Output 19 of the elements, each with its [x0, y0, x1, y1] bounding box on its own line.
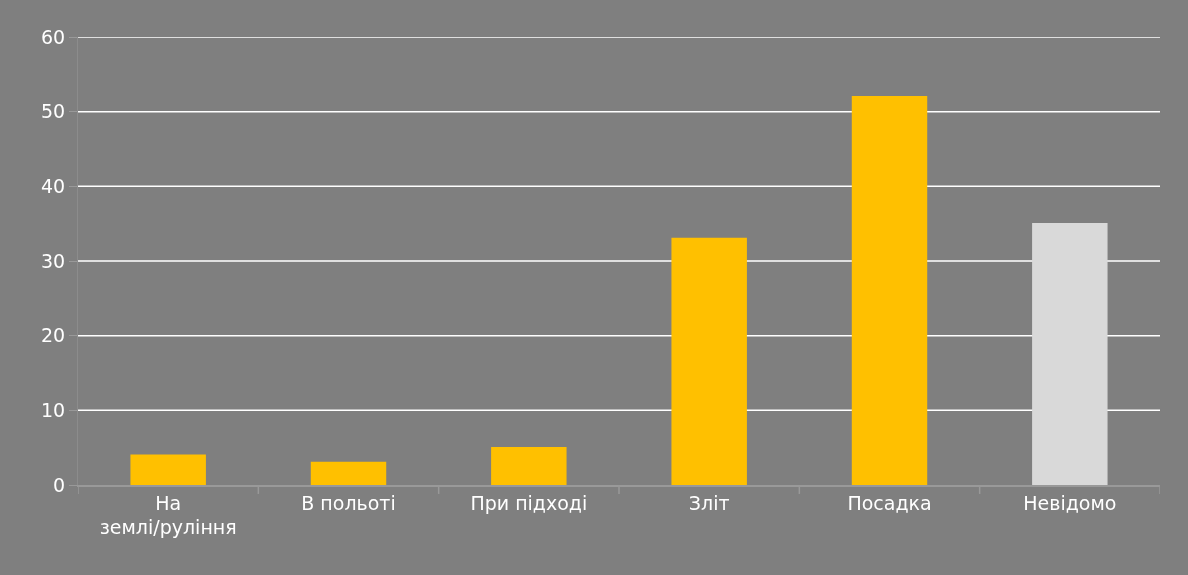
bar: [1032, 222, 1108, 485]
y-tick-label: 40: [41, 174, 66, 197]
bar: [851, 95, 928, 485]
y-tick-label: 50: [41, 100, 66, 123]
bar: [491, 446, 567, 485]
x-tick-label: Невідомо: [1023, 491, 1117, 514]
x-tick-label: В польоті: [301, 491, 396, 514]
bar: [310, 461, 387, 485]
y-tick-label: 20: [41, 324, 66, 347]
x-tick-label: На землі/руління: [99, 491, 237, 539]
bar: [130, 454, 206, 485]
x-tick-label: Зліт: [688, 491, 730, 514]
x-tick-label: Посадка: [847, 491, 932, 514]
x-tick-label: При підході: [470, 491, 588, 514]
y-tick-label: 0: [53, 473, 66, 496]
y-tick-label: 30: [41, 249, 66, 272]
bar: [671, 237, 747, 485]
y-tick-label: 60: [41, 25, 66, 48]
y-tick-label: 10: [41, 398, 66, 421]
